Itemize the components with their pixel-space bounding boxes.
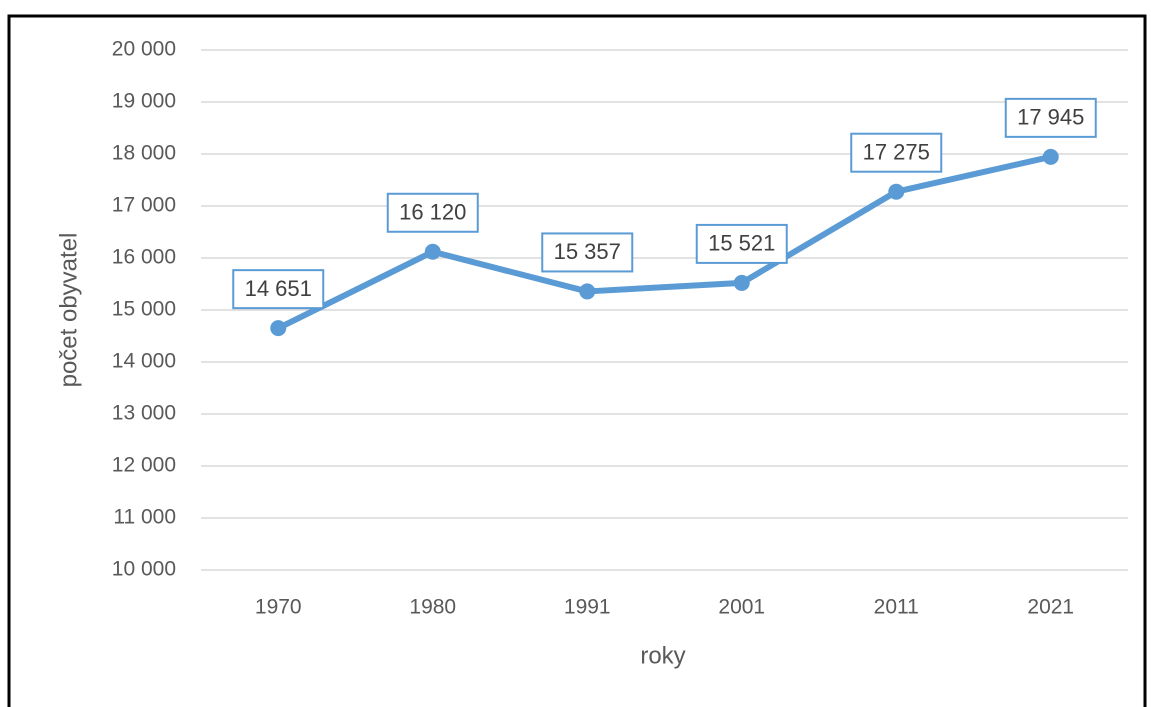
data-label: 17 945	[1017, 105, 1084, 130]
marker	[733, 274, 750, 291]
line	[276, 153, 1052, 331]
y-tick-label: 14 000	[112, 350, 176, 373]
marker	[270, 320, 287, 337]
y-tick-label: 13 000	[112, 402, 176, 425]
x-axis-label: roky	[640, 642, 685, 669]
y-tick-label: 15 000	[112, 298, 176, 321]
y-tick-label: 16 000	[112, 246, 176, 269]
x-tick-label: 1970	[255, 596, 302, 619]
frame	[7, 14, 1147, 707]
marker	[888, 183, 905, 200]
data-label: 15 521	[708, 231, 775, 256]
marker	[579, 283, 596, 300]
data-label-box	[232, 269, 325, 310]
y-tick-label: 17 000	[112, 194, 176, 217]
data-label-box	[541, 232, 634, 273]
y-tick-label: 11 000	[113, 506, 176, 529]
data-label-box	[695, 223, 788, 264]
data-label: 16 120	[399, 200, 466, 225]
y-tick-label: 18 000	[112, 142, 176, 165]
y-tick-label: 20 000	[112, 38, 176, 61]
y-tick-label: 10 000	[112, 558, 176, 581]
data-label-box	[850, 132, 943, 173]
x-tick-label: 2001	[718, 596, 765, 619]
y-tick-label: 12 000	[112, 454, 176, 477]
marker	[424, 243, 441, 260]
y-axis-label: počet obyvatel	[55, 233, 82, 388]
y-tick-label: 19 000	[112, 90, 176, 113]
marker	[1042, 148, 1059, 165]
data-label: 17 275	[863, 140, 930, 165]
data-label-box	[1004, 97, 1097, 138]
data-label: 15 357	[554, 239, 621, 264]
data-label: 14 651	[245, 276, 312, 301]
x-tick-label: 2011	[874, 596, 919, 619]
x-tick-label: 1980	[409, 596, 456, 619]
x-tick-label: 2021	[1027, 596, 1074, 619]
x-tick-label: 1991	[564, 596, 611, 619]
data-label-box	[386, 192, 479, 233]
